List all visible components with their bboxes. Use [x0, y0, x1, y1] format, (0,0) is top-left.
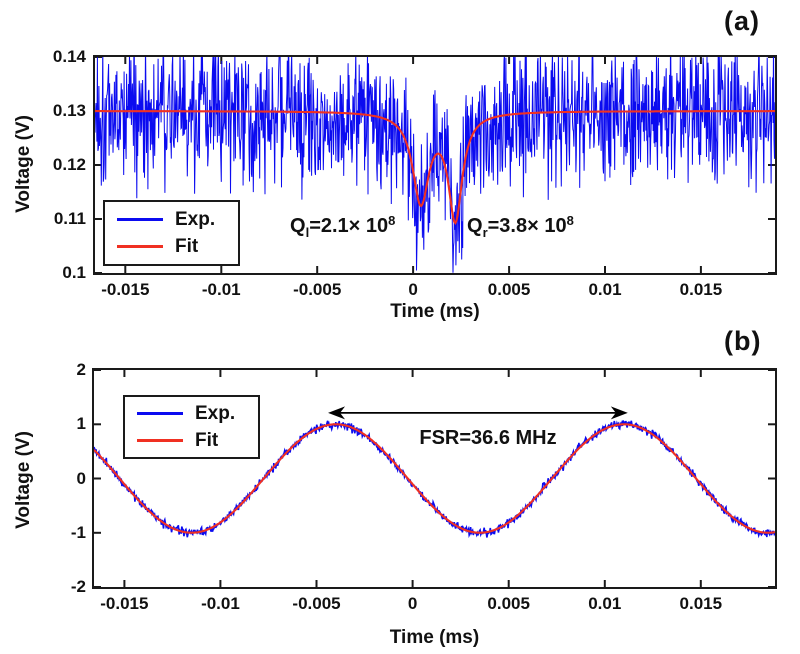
exp-line-sample: [117, 218, 163, 221]
plot-b-canvas: [94, 370, 775, 587]
fit-trace: [94, 423, 775, 534]
panel-b-label: (b): [724, 326, 762, 356]
legend-row-exp: Exp.: [105, 210, 238, 229]
x-tick-label: -0.005: [292, 594, 341, 613]
legend-row-fit: Fit: [105, 237, 238, 256]
y-tick-label: 0.14: [52, 47, 86, 66]
plot-a-xlabel: Time (ms): [390, 301, 480, 322]
fsr-arrow-head-right: [610, 406, 628, 420]
exp-trace: [95, 57, 775, 273]
plot-b-legend: Exp. Fit: [123, 395, 260, 459]
x-tick-label: 0.01: [588, 280, 622, 299]
fit-line-sample: [117, 245, 163, 248]
panel-a-label: (a): [724, 6, 760, 36]
legend-row-exp: Exp.: [125, 404, 258, 423]
legend-fit-label: Fit: [195, 429, 219, 451]
q-left-annotation: Ql=2.1× 108: [290, 213, 396, 240]
plot-b-box: [92, 368, 777, 589]
x-tick-label: 0: [407, 594, 418, 613]
x-tick-label: -0.005: [293, 280, 342, 299]
plot-a-box: [93, 55, 777, 275]
x-tick-label: 0.005: [487, 594, 530, 613]
legend-exp-label: Exp.: [195, 403, 236, 425]
x-tick-label: -0.01: [201, 280, 241, 299]
q-right-annotation: Qr=3.8× 108: [467, 213, 574, 240]
fsr-arrow-head-left: [328, 406, 346, 420]
plot-a-canvas: [95, 57, 775, 273]
y-tick-label: -2: [70, 577, 86, 596]
plot-b-ylabel: Voltage (V): [13, 431, 34, 529]
x-tick-label: 0.015: [679, 280, 723, 299]
legend-fit-label: Fit: [175, 236, 199, 257]
y-tick-label: 0.11: [53, 209, 86, 228]
y-tick-label: 0: [76, 468, 86, 488]
fsr-annotation: FSR=36.6 MHz: [419, 427, 557, 449]
x-tick-label: 0: [408, 280, 418, 299]
fit-line-sample: [137, 438, 183, 442]
y-tick-label: 0.1: [62, 263, 86, 282]
x-tick-label: 0.01: [588, 594, 622, 613]
legend-exp-label: Exp.: [175, 209, 216, 230]
x-tick-label: -0.015: [100, 594, 149, 613]
plot-a-ylabel: Voltage (V): [13, 115, 34, 213]
x-tick-label: -0.01: [201, 594, 240, 613]
plot-b-xlabel: Time (ms): [389, 627, 480, 648]
x-tick-label: -0.015: [101, 280, 150, 299]
y-tick-label: 0.12: [52, 155, 86, 174]
plot-a-legend: Exp. Fit: [103, 200, 240, 266]
fit-trace: [95, 110, 775, 225]
x-tick-label: 0.015: [679, 594, 723, 613]
y-tick-label: 2: [76, 360, 86, 379]
y-tick-label: 0.13: [52, 101, 86, 120]
x-tick-label: 0.005: [487, 280, 531, 299]
exp-line-sample: [137, 412, 183, 416]
y-tick-label: 1: [76, 414, 86, 434]
legend-row-fit: Fit: [125, 431, 258, 450]
y-tick-label: -1: [70, 522, 86, 542]
